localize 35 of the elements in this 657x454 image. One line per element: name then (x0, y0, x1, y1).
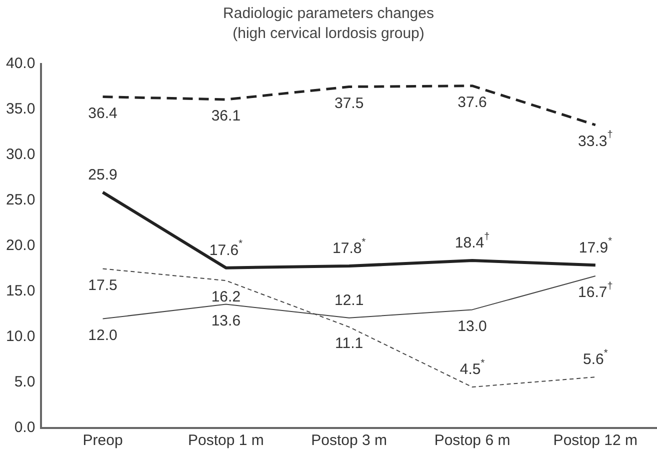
data-label: 17.5 (88, 276, 118, 294)
data-label: 36.1 (211, 108, 241, 125)
data-label: 18.4† (454, 231, 490, 252)
data-label: 17.8* (332, 236, 366, 258)
data-label: 25.9 (88, 166, 118, 184)
x-tick-label: Postop 6 m (434, 432, 510, 450)
x-tick-label: Postop 12 m (553, 432, 638, 450)
y-tick-label: 30.0 (6, 146, 36, 164)
data-label: 4.5* (460, 358, 485, 378)
y-tick-label: 15.0 (6, 282, 36, 300)
y-tick-label: 5.0 (14, 374, 36, 391)
data-label: 5.6* (583, 348, 608, 368)
x-tick-label: Preop (82, 432, 123, 450)
y-tick-label: 0.0 (14, 419, 36, 436)
data-label: 37.6 (458, 94, 487, 111)
data-label: 12.0 (88, 326, 118, 344)
x-tick-label: Postop 3 m (311, 432, 388, 450)
data-label: 16.7† (578, 280, 613, 302)
data-label: 37.5 (334, 94, 364, 112)
y-tick-label: 25.0 (6, 192, 36, 209)
data-label: 36.4 (88, 104, 118, 122)
x-tick-label: Postop 1 m (188, 432, 264, 450)
y-tick-label: 10.0 (6, 328, 36, 346)
chart-title: Radiologic parameters changes (high cervical lordosis group) (222, 4, 435, 44)
data-label: 13.6 (211, 312, 241, 330)
data-label: 17.6* (209, 238, 243, 259)
data-label: 13.0 (458, 318, 487, 335)
data-label: 16.2 (211, 288, 241, 306)
data-label: 17.9* (578, 236, 612, 256)
y-tick-label: 20.0 (6, 237, 36, 254)
data-label: 12.1 (334, 292, 364, 310)
data-label: 33.3† (578, 130, 613, 150)
y-tick-label: 40.0 (6, 55, 36, 72)
data-label: 11.1 (335, 335, 364, 352)
y-tick-label: 35.0 (6, 100, 36, 118)
